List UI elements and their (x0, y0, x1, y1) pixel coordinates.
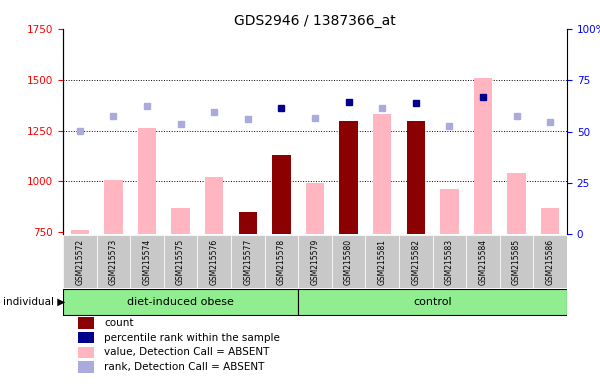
Bar (433, 235, 466, 288)
Text: GSM215574: GSM215574 (143, 238, 151, 285)
Bar (231, 235, 265, 288)
Bar (373, 114, 391, 234)
Bar (104, 180, 122, 234)
Text: GSM215583: GSM215583 (445, 238, 454, 285)
Bar (298, 289, 567, 315)
Bar (365, 235, 399, 288)
Bar (130, 235, 164, 288)
Bar (97, 235, 130, 288)
Text: percentile rank within the sample: percentile rank within the sample (104, 333, 280, 343)
Text: value, Detection Call = ABSENT: value, Detection Call = ABSENT (104, 348, 270, 358)
Bar (500, 235, 533, 288)
Text: rank, Detection Call = ABSENT: rank, Detection Call = ABSENT (104, 362, 265, 372)
Text: GSM215584: GSM215584 (479, 238, 488, 285)
Bar (63, 289, 298, 315)
Text: GSM215582: GSM215582 (412, 238, 420, 285)
Bar (197, 235, 231, 288)
Bar (78, 361, 94, 373)
Text: individual ▶: individual ▶ (3, 297, 65, 307)
Text: GSM215577: GSM215577 (244, 238, 253, 285)
Text: GSM215580: GSM215580 (344, 238, 353, 285)
Bar (533, 235, 567, 288)
Bar (306, 184, 324, 234)
Text: GSM215581: GSM215581 (378, 238, 387, 285)
Text: GSM215579: GSM215579 (311, 238, 320, 285)
Bar (78, 317, 94, 329)
Bar (272, 155, 290, 234)
Text: GSM215572: GSM215572 (76, 238, 84, 285)
Title: GDS2946 / 1387366_at: GDS2946 / 1387366_at (234, 14, 396, 28)
Bar (205, 177, 223, 234)
Bar (508, 173, 526, 234)
Bar (138, 129, 156, 234)
Bar (466, 235, 500, 288)
Bar (332, 235, 365, 288)
Bar (440, 189, 458, 234)
Bar (172, 208, 190, 234)
Text: GSM215585: GSM215585 (512, 238, 521, 285)
Text: control: control (413, 297, 452, 307)
Bar (71, 230, 89, 234)
Bar (399, 235, 433, 288)
Bar (265, 235, 298, 288)
Bar (239, 212, 257, 234)
Bar (407, 121, 425, 234)
Text: GSM215586: GSM215586 (546, 238, 555, 285)
Bar (63, 235, 97, 288)
Text: diet-induced obese: diet-induced obese (127, 297, 234, 307)
Text: GSM215573: GSM215573 (109, 238, 118, 285)
Bar (78, 347, 94, 358)
Text: GSM215576: GSM215576 (210, 238, 218, 285)
Bar (541, 208, 559, 234)
Text: GSM215578: GSM215578 (277, 238, 286, 285)
Bar (298, 235, 332, 288)
Bar (78, 332, 94, 343)
Text: count: count (104, 318, 134, 328)
Text: GSM215575: GSM215575 (176, 238, 185, 285)
Bar (474, 78, 492, 234)
Bar (164, 235, 197, 288)
Bar (340, 121, 358, 234)
